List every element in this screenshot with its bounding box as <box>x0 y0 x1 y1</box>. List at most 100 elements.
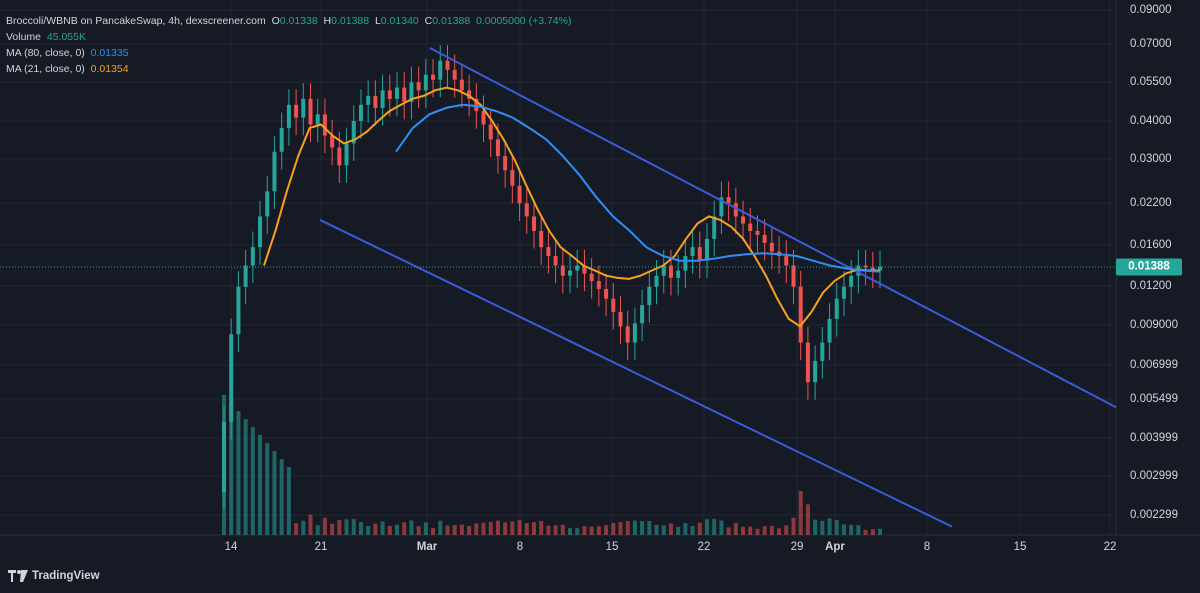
candle-body <box>870 267 875 271</box>
price-tick-label: 0.09000 <box>1130 4 1172 16</box>
volume-bar <box>337 519 342 535</box>
candle-body <box>704 238 709 261</box>
candle-body <box>222 421 226 493</box>
volume-bar <box>423 522 428 535</box>
volume-bar <box>495 520 500 535</box>
volume-bar <box>611 523 616 535</box>
volume-bar <box>733 523 738 535</box>
volume-bar <box>690 526 695 535</box>
volume-bar <box>286 467 291 535</box>
volume-bar <box>524 523 529 535</box>
price-tick-label: 0.01600 <box>1130 239 1172 251</box>
candle-body <box>596 281 601 290</box>
volume-bar <box>459 524 464 535</box>
volume-bar <box>344 519 349 535</box>
volume-bar <box>358 522 363 535</box>
candle-body <box>265 191 270 217</box>
candle-body <box>279 128 284 152</box>
volume-bar <box>387 525 392 535</box>
candle-body <box>301 98 306 118</box>
volume-bar <box>517 520 522 535</box>
tradingview-logo[interactable]: TradingView <box>8 570 100 582</box>
volume-bar <box>481 522 486 535</box>
volume-bar <box>330 523 335 535</box>
volume-bar <box>308 514 313 535</box>
candle-body <box>546 247 551 257</box>
candle-body <box>351 121 356 144</box>
candle-body <box>625 326 630 343</box>
tradingview-icon <box>8 570 28 582</box>
date-tick-label: 29 <box>790 541 804 553</box>
volume-bar <box>315 525 320 535</box>
date-tick-label: 22 <box>1103 541 1117 553</box>
volume-bar <box>748 526 753 535</box>
candle-body <box>726 197 731 204</box>
ma80-value: 0.01335 <box>90 47 129 59</box>
high-value: 0.01388 <box>331 15 370 27</box>
ma21-label: MA (21, close, 0) <box>6 63 85 75</box>
candle-body <box>459 79 464 91</box>
candle-body <box>863 265 868 268</box>
candle-body <box>676 270 681 278</box>
volume-bar <box>539 521 544 535</box>
date-tick-label: 22 <box>697 541 711 553</box>
volume-bar <box>719 520 724 535</box>
candle-body <box>553 256 558 266</box>
date-tick-label: 21 <box>314 541 328 553</box>
volume-bar <box>849 524 854 535</box>
volume-bar <box>878 528 882 535</box>
volume-bar <box>272 451 277 535</box>
volume-bar <box>250 427 255 535</box>
ma21-row: MA (21, close, 0) 0.01354 <box>6 61 571 77</box>
candle-body <box>661 265 666 276</box>
volume-bar <box>589 526 594 535</box>
volume-bar <box>640 521 645 535</box>
volume-bar <box>366 526 371 535</box>
volume-bar <box>596 526 601 535</box>
trend-channel <box>319 47 1117 528</box>
volume-bar <box>243 419 248 535</box>
candle-body <box>640 305 645 324</box>
ma21-line <box>263 86 880 328</box>
candle-body <box>683 256 688 271</box>
price-tick-label: 0.003999 <box>1130 432 1178 444</box>
volume-bar <box>416 526 421 535</box>
low-label: L <box>374 15 381 27</box>
volume-bar <box>726 527 731 535</box>
price-tick-label: 0.01200 <box>1130 280 1172 292</box>
volume-bar <box>856 525 861 535</box>
candle-body <box>834 298 839 319</box>
volume-bar <box>395 524 400 535</box>
candle-body <box>243 265 248 287</box>
volume-bar <box>697 522 702 535</box>
candle-body <box>481 111 486 125</box>
candle-body <box>423 74 428 91</box>
open-value: 0.01338 <box>279 15 318 27</box>
candle-body <box>654 275 659 287</box>
volume-bar <box>654 524 659 535</box>
volume-row: Volume 45.055K <box>6 29 571 45</box>
high-label: H <box>323 15 332 27</box>
volume-bar <box>820 521 825 535</box>
volume-bar <box>322 517 327 535</box>
candle-body <box>503 156 508 171</box>
candle-body <box>395 87 400 99</box>
close-label: C <box>424 15 433 27</box>
volume-bar <box>373 523 378 535</box>
volume-bar <box>575 528 580 535</box>
volume-bar <box>755 528 760 535</box>
volume-bar <box>568 528 573 535</box>
volume-bar <box>676 526 681 535</box>
volume-bar <box>870 529 875 535</box>
candle-body <box>798 286 803 343</box>
volume-bar <box>712 519 717 535</box>
channel-upper-line <box>429 47 1117 409</box>
candle-body <box>618 311 623 327</box>
candle-body <box>344 143 349 166</box>
candle-body <box>445 60 450 70</box>
price-tick-label: 0.07000 <box>1130 38 1172 50</box>
chart-legend: Broccoli/WBNB on PancakeSwap, 4h, dexscr… <box>6 13 571 77</box>
price-tick-label: 0.006999 <box>1130 359 1178 371</box>
